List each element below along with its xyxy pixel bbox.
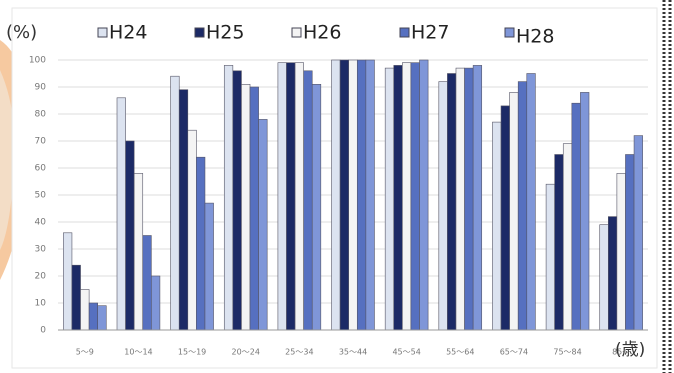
x-tick-label: 35～44 [339, 348, 367, 357]
bar [126, 141, 135, 330]
y-tick-label: 50 [35, 191, 47, 201]
bar [143, 236, 152, 331]
bar [546, 184, 555, 330]
bar [312, 84, 321, 330]
y-tick-label: 0 [40, 326, 46, 336]
x-tick-label: 45～54 [392, 348, 420, 357]
bar [465, 68, 474, 330]
legend-swatch [505, 28, 514, 37]
bar [600, 225, 609, 330]
x-tick-label: 5～9 [76, 348, 94, 357]
bar [241, 84, 250, 330]
bar [134, 173, 143, 330]
legend-label: H26 [303, 22, 341, 44]
x-tick-label: 10～14 [124, 348, 152, 357]
bar [394, 65, 403, 330]
bar [473, 65, 482, 330]
bar [411, 63, 420, 330]
bar [447, 74, 456, 331]
bar [439, 82, 448, 330]
bar [510, 92, 519, 330]
bar [456, 68, 465, 330]
bar [608, 217, 617, 330]
bar [205, 203, 214, 330]
x-tick-label: 85～ [612, 348, 630, 357]
bar [72, 265, 81, 330]
bar [196, 157, 205, 330]
bar [340, 60, 349, 330]
chart: (%) (歳) 0102030405060708090100H24H25H26H… [0, 0, 674, 373]
bar [402, 63, 411, 330]
bar [259, 119, 268, 330]
bar [278, 63, 287, 330]
legend-label: H28 [516, 26, 554, 48]
legend-swatch [400, 28, 409, 37]
bar [501, 106, 510, 330]
bar [527, 74, 536, 331]
x-tick-label: 55～64 [446, 348, 474, 357]
legend-swatch [292, 28, 301, 37]
bar [617, 173, 626, 330]
bar [366, 60, 375, 330]
bar [224, 65, 233, 330]
bar [117, 98, 126, 330]
x-tick-label: 75～84 [553, 348, 581, 357]
bar [250, 87, 259, 330]
x-tick-label: 25～34 [285, 348, 313, 357]
y-tick-label: 60 [35, 164, 47, 174]
bar [63, 233, 72, 330]
y-tick-label: 70 [35, 137, 47, 147]
bar [572, 103, 581, 330]
bar [332, 60, 341, 330]
bar [171, 76, 180, 330]
x-tick-label: 65～74 [500, 348, 528, 357]
bar [151, 276, 160, 330]
bar [81, 290, 90, 331]
bar [89, 303, 98, 330]
bar [304, 71, 313, 330]
bar [420, 60, 429, 330]
y-tick-label: 30 [35, 245, 47, 255]
bar [295, 63, 304, 330]
bar [518, 82, 527, 330]
legend-swatch [195, 28, 204, 37]
bar [188, 130, 197, 330]
y-tick-label: 40 [35, 218, 47, 228]
y-tick-label: 20 [35, 272, 47, 282]
bar [179, 90, 188, 330]
bar [349, 60, 358, 330]
x-tick-label: 15～19 [178, 348, 206, 357]
bar [385, 68, 394, 330]
bar [492, 122, 501, 330]
bar [286, 63, 295, 330]
bar [357, 60, 366, 330]
bar [98, 306, 107, 330]
legend-swatch [98, 28, 107, 37]
bar [563, 144, 572, 330]
bar [634, 136, 643, 330]
bar [625, 155, 634, 331]
x-tick-label: 20～24 [232, 348, 260, 357]
legend-label: H24 [109, 22, 147, 44]
bar [580, 92, 589, 330]
y-axis-label: (%) [6, 22, 37, 43]
bar [555, 155, 564, 331]
y-tick-label: 10 [35, 299, 47, 309]
bar [233, 71, 242, 330]
legend-label: H25 [206, 22, 244, 44]
y-tick-label: 90 [35, 83, 47, 93]
y-tick-label: 80 [35, 110, 47, 120]
y-tick-label: 100 [29, 56, 46, 66]
legend-label: H27 [411, 22, 449, 44]
